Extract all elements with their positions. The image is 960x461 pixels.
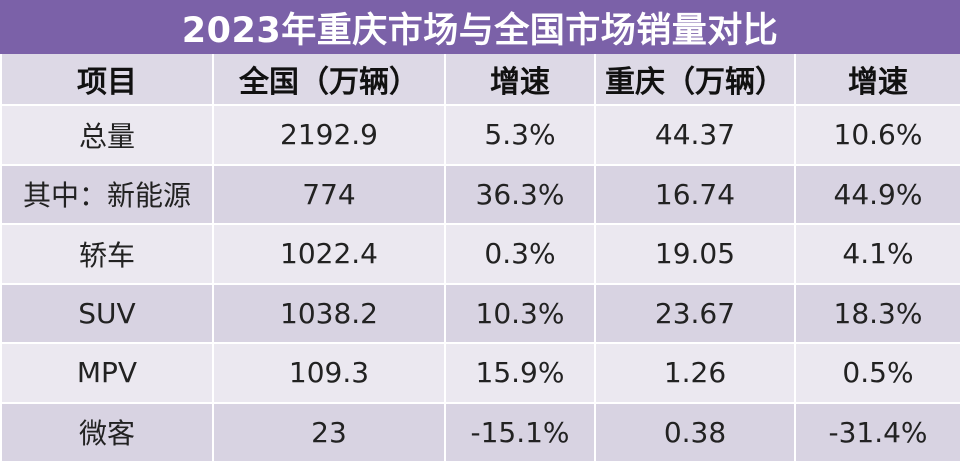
national-growth-cell: 15.9% xyxy=(444,343,596,404)
chongqing-volume-cell: 0.38 xyxy=(594,402,796,461)
national-growth-cell: -15.1% xyxy=(444,402,596,461)
header-chongqing-growth: 增速 xyxy=(794,54,960,106)
row-label: 微客 xyxy=(0,402,214,461)
national-volume-cell: 2192.9 xyxy=(212,105,446,166)
table-row: MPV 109.3 15.9% 1.26 0.5% xyxy=(0,343,960,404)
header-row: 项目 全国（万辆） 增速 重庆（万辆） 增速 xyxy=(0,54,960,106)
chongqing-growth-cell: 0.5% xyxy=(794,343,960,404)
table-row: 轿车 1022.4 0.3% 19.05 4.1% xyxy=(0,224,960,285)
national-growth-cell: 36.3% xyxy=(444,164,596,225)
chongqing-growth-cell: 44.9% xyxy=(794,164,960,225)
chongqing-volume-cell: 1.26 xyxy=(594,343,796,404)
header-item: 项目 xyxy=(0,54,214,106)
table-title: 2023年重庆市场与全国市场销量对比 xyxy=(0,0,960,54)
row-label: 其中：新能源 xyxy=(0,164,214,225)
sales-comparison-table: 项目 全国（万辆） 增速 重庆（万辆） 增速 总量 2192.9 5.3% 44… xyxy=(0,54,960,461)
chongqing-volume-cell: 16.74 xyxy=(594,164,796,225)
chongqing-volume-cell: 23.67 xyxy=(594,283,796,344)
chongqing-growth-cell: 4.1% xyxy=(794,224,960,285)
chongqing-volume-cell: 19.05 xyxy=(594,224,796,285)
national-volume-cell: 774 xyxy=(212,164,446,225)
chongqing-volume-cell: 44.37 xyxy=(594,105,796,166)
table-row: 其中：新能源 774 36.3% 16.74 44.9% xyxy=(0,164,960,225)
chongqing-growth-cell: 10.6% xyxy=(794,105,960,166)
table-row: SUV 1038.2 10.3% 23.67 18.3% xyxy=(0,283,960,344)
row-label: 轿车 xyxy=(0,224,214,285)
chongqing-growth-cell: -31.4% xyxy=(794,402,960,461)
header-national-growth: 增速 xyxy=(444,54,596,106)
chongqing-growth-cell: 18.3% xyxy=(794,283,960,344)
table-row: 微客 23 -15.1% 0.38 -31.4% xyxy=(0,402,960,461)
row-label: 总量 xyxy=(0,105,214,166)
row-label: SUV xyxy=(0,283,214,344)
header-chongqing-volume: 重庆（万辆） xyxy=(594,54,796,106)
national-growth-cell: 5.3% xyxy=(444,105,596,166)
national-volume-cell: 1022.4 xyxy=(212,224,446,285)
national-volume-cell: 1038.2 xyxy=(212,283,446,344)
header-national-volume: 全国（万辆） xyxy=(212,54,446,106)
national-volume-cell: 109.3 xyxy=(212,343,446,404)
national-growth-cell: 0.3% xyxy=(444,224,596,285)
national-volume-cell: 23 xyxy=(212,402,446,461)
table-row: 总量 2192.9 5.3% 44.37 10.6% xyxy=(0,105,960,166)
row-label: MPV xyxy=(0,343,214,404)
national-growth-cell: 10.3% xyxy=(444,283,596,344)
